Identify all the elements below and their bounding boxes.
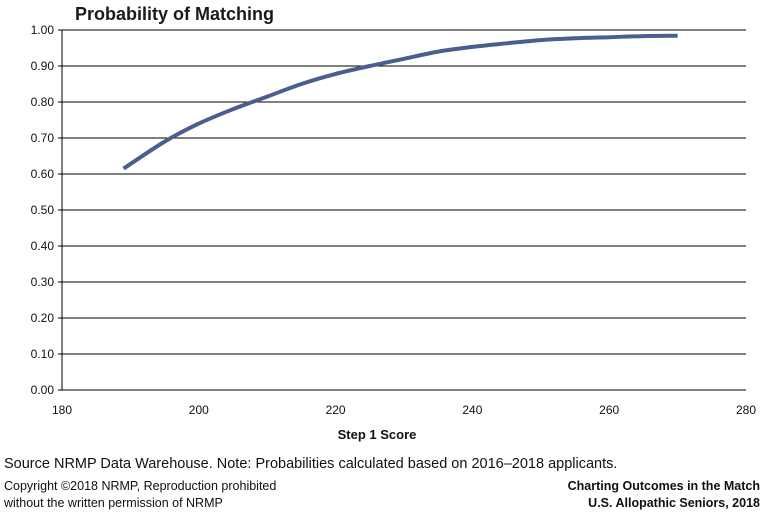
credit-line-2: U.S. Allopathic Seniors, 2018: [588, 496, 760, 510]
source-note: Source NRMP Data Warehouse. Note: Probab…: [4, 456, 618, 472]
y-tick-label: 1.00: [31, 23, 55, 37]
x-tick-labels: 180 200 220 240 260 280: [52, 403, 756, 417]
chart-area: 0.00 0.10 0.20 0.30 0.40 0.50 0.60 0.70 0.80 0.90…: [31, 23, 757, 442]
x-tick-label: 220: [326, 403, 346, 417]
series-line: [122, 33, 678, 171]
copyright-line-1: Copyright ©2018 NRMP, Reproduction prohi…: [4, 479, 277, 493]
y-tick-label: 0.40: [31, 239, 55, 253]
y-tick-label: 0.60: [31, 167, 55, 181]
series-lines: [122, 33, 678, 171]
chart-title: Probability of Matching: [75, 4, 275, 24]
x-tick-label: 240: [462, 403, 482, 417]
credit-line-1: Charting Outcomes in the Match: [567, 479, 760, 493]
y-tick-labels: 0.00 0.10 0.20 0.30 0.40 0.50 0.60 0.70 0.80 0.90…: [31, 23, 55, 397]
y-tick-label: 0.50: [31, 203, 55, 217]
gridlines: [58, 29, 746, 391]
x-tick-label: 180: [52, 403, 72, 417]
y-tick-label: 0.30: [31, 275, 55, 289]
x-axis-label: Step 1 Score: [338, 427, 417, 442]
x-tick-label: 200: [189, 403, 209, 417]
copyright-line-2: without the written permission of NRMP: [4, 496, 223, 510]
y-tick-label: 0.10: [31, 347, 55, 361]
y-tick-label: 0.90: [31, 59, 55, 73]
y-tick-label: 0.70: [31, 131, 55, 145]
x-tick-label: 280: [736, 403, 756, 417]
y-tick-label: 0.80: [31, 95, 55, 109]
y-tick-label: 0.00: [31, 383, 55, 397]
y-tick-label: 0.20: [31, 311, 55, 325]
x-tick-label: 260: [599, 403, 619, 417]
